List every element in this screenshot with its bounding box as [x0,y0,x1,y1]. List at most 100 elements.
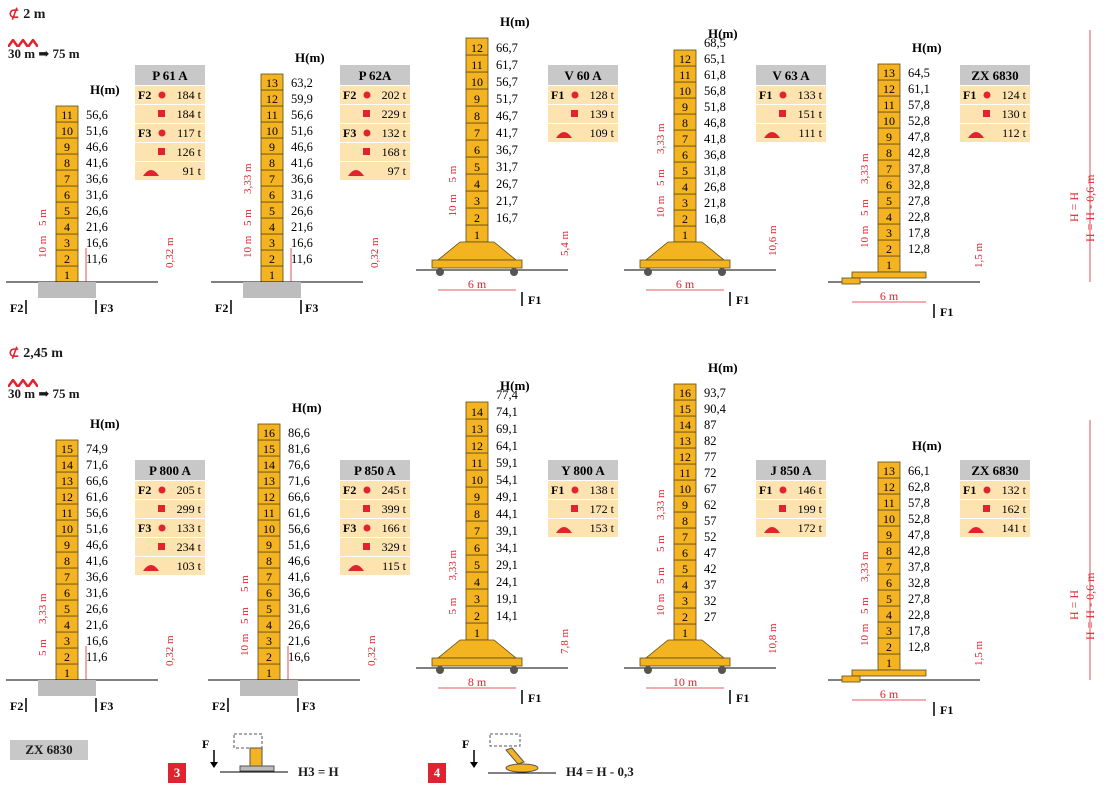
wheel [644,666,652,674]
section-number: 9 [474,490,480,504]
load-key: F1 [551,88,564,102]
dim-label: 5 m [447,597,459,614]
mast-section [257,423,281,441]
height-value: 56,6 [291,108,313,122]
dim-label: 5 m [239,607,251,624]
force-label-f1: F1 [736,691,749,705]
table-header-bg [548,460,618,480]
height-value: 67 [704,482,717,496]
load-value-square: 151 t [798,107,823,121]
square-icon [571,110,578,117]
section-number: 12 [61,490,73,504]
dim-label: 5 m [859,597,871,614]
square-icon [363,110,370,117]
height-value: 51,8 [704,100,726,114]
height-header: H(m) [295,50,325,65]
section-number: 3 [474,194,480,208]
section-number: 12 [471,439,483,453]
section-number: 15 [61,442,73,456]
detail-4-badge: 4 [428,763,446,783]
section-number: 2 [64,650,70,664]
crane-model-name: ZX 6830 [971,463,1018,478]
section-number: 10 [471,75,483,89]
height-value: 76,6 [288,458,310,472]
section-number: 3 [886,226,892,240]
section-number: 13 [883,464,895,478]
height-value: 24,1 [496,575,518,589]
height-value: 82 [704,434,717,448]
crane-model-name: P 61 A [152,68,188,83]
section-number: 1 [64,268,70,282]
crane-model-name: Y 800 A [561,463,605,478]
span-label: 10 m [673,675,698,689]
clearance-label: 1,5 m [973,641,985,667]
load-value-dot: 132 t [1002,483,1027,497]
height-value: 66,7 [496,41,518,55]
square-icon [363,148,370,155]
height-value: 14,1 [496,609,518,623]
section-number: 8 [64,156,70,170]
load-value-square: 329 t [382,540,407,554]
height-value: 21,8 [704,196,726,210]
height-value: 81,6 [288,442,310,456]
square-icon [571,505,578,512]
height-value: 74,9 [86,442,108,456]
height-value: 63,2 [291,76,313,90]
height-value: 61,7 [496,58,518,72]
mast-section [877,63,901,81]
height-header: H(m) [912,438,942,453]
height-value: 49,1 [496,490,518,504]
anchor-value: 115 t [382,559,407,573]
height-value: 72 [704,466,717,480]
load-row [960,105,1030,123]
section-number: 7 [474,126,480,140]
height-value: 26,7 [496,177,518,191]
height-value: 61,6 [288,506,310,520]
load-value-dot: 202 t [382,88,407,102]
height-value: 39,1 [496,524,518,538]
dot-icon [779,486,787,494]
section-2-mast: 2,45 m [23,346,63,361]
dim-label: 5 m [655,535,667,552]
section-number: 9 [64,538,70,552]
height-value: 12,8 [908,242,930,256]
height-value: 37 [704,578,717,592]
load-value-dot: 245 t [382,483,407,497]
span-label: 6 m [880,289,899,303]
height-value: 47,8 [908,130,930,144]
section-number: 13 [263,474,275,488]
anchor-value: 91 t [183,164,202,178]
anchor-value: 141 t [1002,521,1027,535]
height-value: 36,8 [704,148,726,162]
section-number: 13 [266,76,278,90]
height-value: 32,8 [908,576,930,590]
clearance-label: 0,32 m [164,237,176,268]
section-number: 9 [682,100,688,114]
dim-label: 10 m [242,235,254,258]
section-number: 9 [682,498,688,512]
height-value: 90,4 [704,402,727,416]
square-icon [983,110,990,117]
anchor-value: 111 t [799,126,823,140]
height-value: 64,1 [496,439,518,453]
section-number: 7 [682,530,688,544]
crane-model-name: V 63 A [772,68,810,83]
anchor-icon [348,565,364,571]
load-row [340,538,410,556]
table-header-bg [756,65,826,85]
height-value: 77 [704,450,717,464]
load-key: F3 [138,521,151,535]
height-value: 22,8 [908,608,930,622]
section-number: 4 [474,177,480,191]
height-value: 66,6 [86,474,108,488]
section-number: 6 [886,178,892,192]
h-equation: H = H [1067,192,1081,222]
height-value: 22,8 [908,210,930,224]
clearance-label: 0,32 m [366,635,378,666]
mast-section [877,461,901,479]
section-number: 14 [471,405,483,419]
span-label: 8 m [468,675,487,689]
load-row [548,500,618,518]
height-value: 12,8 [908,640,930,654]
clearance-label: 10,8 m [767,623,779,654]
